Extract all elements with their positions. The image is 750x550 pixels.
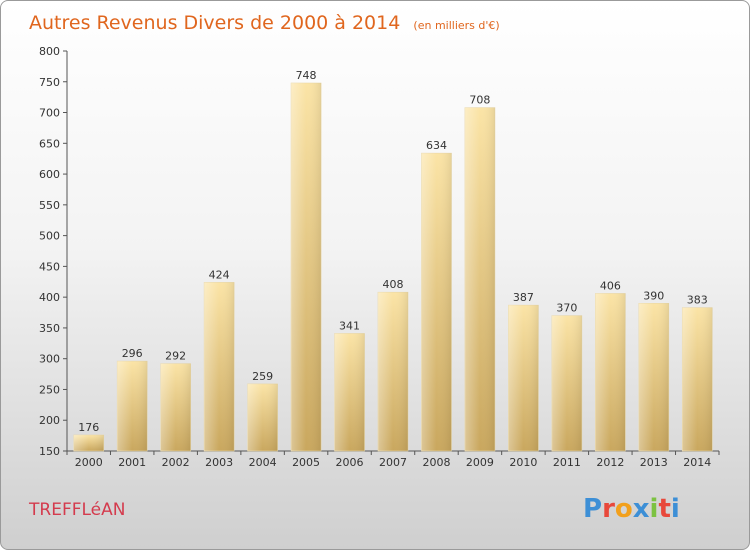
x-tick-label: 2003 bbox=[205, 456, 233, 469]
y-tick-label: 450 bbox=[39, 260, 60, 273]
bar-shading bbox=[117, 361, 148, 451]
bar-value-label: 341 bbox=[339, 319, 360, 332]
y-tick-label: 350 bbox=[39, 322, 60, 335]
bar-value-label: 383 bbox=[687, 294, 708, 307]
x-tick-label: 2001 bbox=[118, 456, 146, 469]
bar-shading bbox=[464, 107, 495, 451]
bar-value-label: 390 bbox=[643, 289, 664, 302]
y-tick-label: 550 bbox=[39, 199, 60, 212]
y-tick-label: 150 bbox=[39, 445, 60, 458]
y-tick-label: 650 bbox=[39, 137, 60, 150]
bar-shading bbox=[204, 282, 235, 451]
bar-shading bbox=[638, 303, 669, 451]
bar-value-label: 292 bbox=[165, 350, 186, 363]
x-tick-label: 2014 bbox=[683, 456, 711, 469]
y-tick-label: 400 bbox=[39, 291, 60, 304]
bar-value-label: 406 bbox=[600, 279, 621, 292]
bar-value-label: 296 bbox=[122, 347, 143, 360]
logo-letter: i bbox=[650, 494, 659, 524]
x-tick-label: 2005 bbox=[292, 456, 320, 469]
bar-shading bbox=[291, 83, 322, 451]
value-labels: 176 296 292 424 259 748 341 408 634 708 387 370 406 3… bbox=[78, 69, 708, 434]
bar-shading bbox=[378, 292, 408, 451]
bar-shading bbox=[682, 307, 713, 451]
x-tick-label: 2008 bbox=[422, 456, 450, 469]
x-tick-label: 2012 bbox=[596, 456, 624, 469]
bar-value-label: 176 bbox=[78, 421, 99, 434]
x-tick-label: 2010 bbox=[509, 456, 537, 469]
x-tick-label: 2009 bbox=[466, 456, 494, 469]
bar-value-label: 387 bbox=[513, 291, 534, 304]
proxiti-logo: Proxiti bbox=[583, 494, 680, 524]
bar-value-label: 408 bbox=[383, 278, 404, 291]
bar-value-label: 634 bbox=[426, 139, 447, 152]
bar-shading bbox=[247, 383, 278, 451]
commune-name: TREFFLéAN bbox=[28, 500, 125, 520]
bar-shading bbox=[595, 293, 626, 451]
y-tick-label: 300 bbox=[39, 353, 60, 366]
y-axis: 150 200 250 300 350 400 450 500 550 600 650 700 750 8… bbox=[39, 45, 68, 458]
x-tick-label: 2011 bbox=[553, 456, 581, 469]
bar-value-label: 708 bbox=[469, 94, 490, 107]
bar-shading bbox=[73, 435, 104, 451]
logo-letter: r bbox=[602, 494, 615, 524]
logo-letter: o bbox=[615, 494, 633, 524]
bar-shading bbox=[551, 315, 582, 451]
logo-letter: P bbox=[583, 494, 602, 524]
y-tick-label: 250 bbox=[39, 383, 60, 396]
bar-value-label: 259 bbox=[252, 370, 273, 383]
y-tick-label: 800 bbox=[39, 45, 60, 58]
logo-letter: t bbox=[658, 494, 670, 524]
bar-shading bbox=[508, 305, 539, 451]
x-tick-label: 2007 bbox=[379, 456, 407, 469]
x-tick-label: 2002 bbox=[162, 456, 190, 469]
x-axis: 2000 2001 2002 2003 2004 2005 2006 2007 2008 2009… bbox=[66, 450, 720, 469]
bars bbox=[73, 82, 713, 452]
x-tick-label: 2006 bbox=[336, 456, 364, 469]
bar-shading bbox=[160, 363, 191, 451]
y-tick-label: 700 bbox=[39, 107, 60, 120]
logo-letter: x bbox=[633, 494, 650, 524]
bar-value-label: 748 bbox=[296, 69, 317, 82]
y-tick-label: 600 bbox=[39, 168, 60, 181]
logo-letter: i bbox=[671, 494, 680, 524]
x-tick-label: 2000 bbox=[75, 456, 103, 469]
bar-value-label: 370 bbox=[556, 302, 577, 315]
bar-shading bbox=[421, 153, 452, 451]
x-tick-label: 2013 bbox=[640, 456, 668, 469]
y-tick-label: 750 bbox=[39, 76, 60, 89]
chart-title: Autres Revenus Divers de 2000 à 2014 (en… bbox=[29, 12, 500, 34]
y-tick-label: 200 bbox=[39, 414, 60, 427]
bar-value-label: 424 bbox=[209, 268, 230, 281]
bar-shading bbox=[334, 333, 365, 451]
x-tick-label: 2004 bbox=[249, 456, 277, 469]
y-tick-label: 500 bbox=[39, 230, 60, 243]
